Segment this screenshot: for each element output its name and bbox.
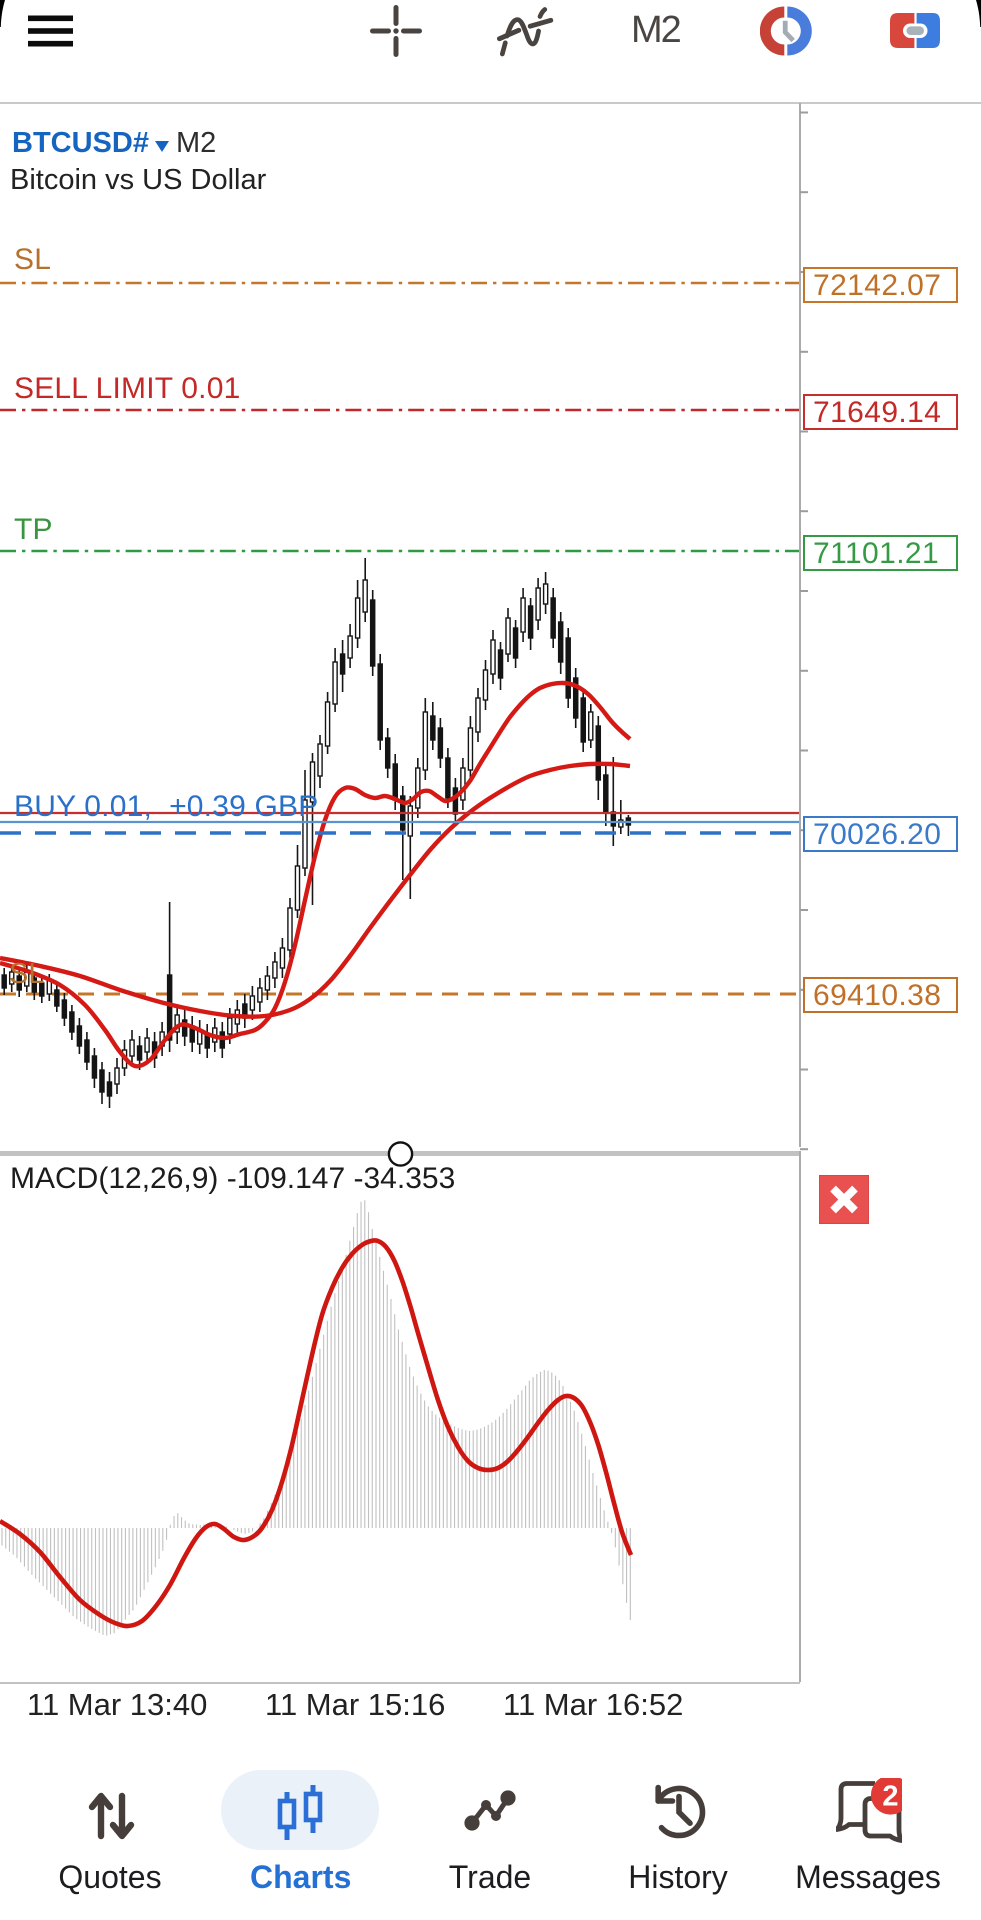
svg-text:2: 2	[882, 1781, 898, 1813]
svg-text:SL: SL	[9, 958, 44, 990]
